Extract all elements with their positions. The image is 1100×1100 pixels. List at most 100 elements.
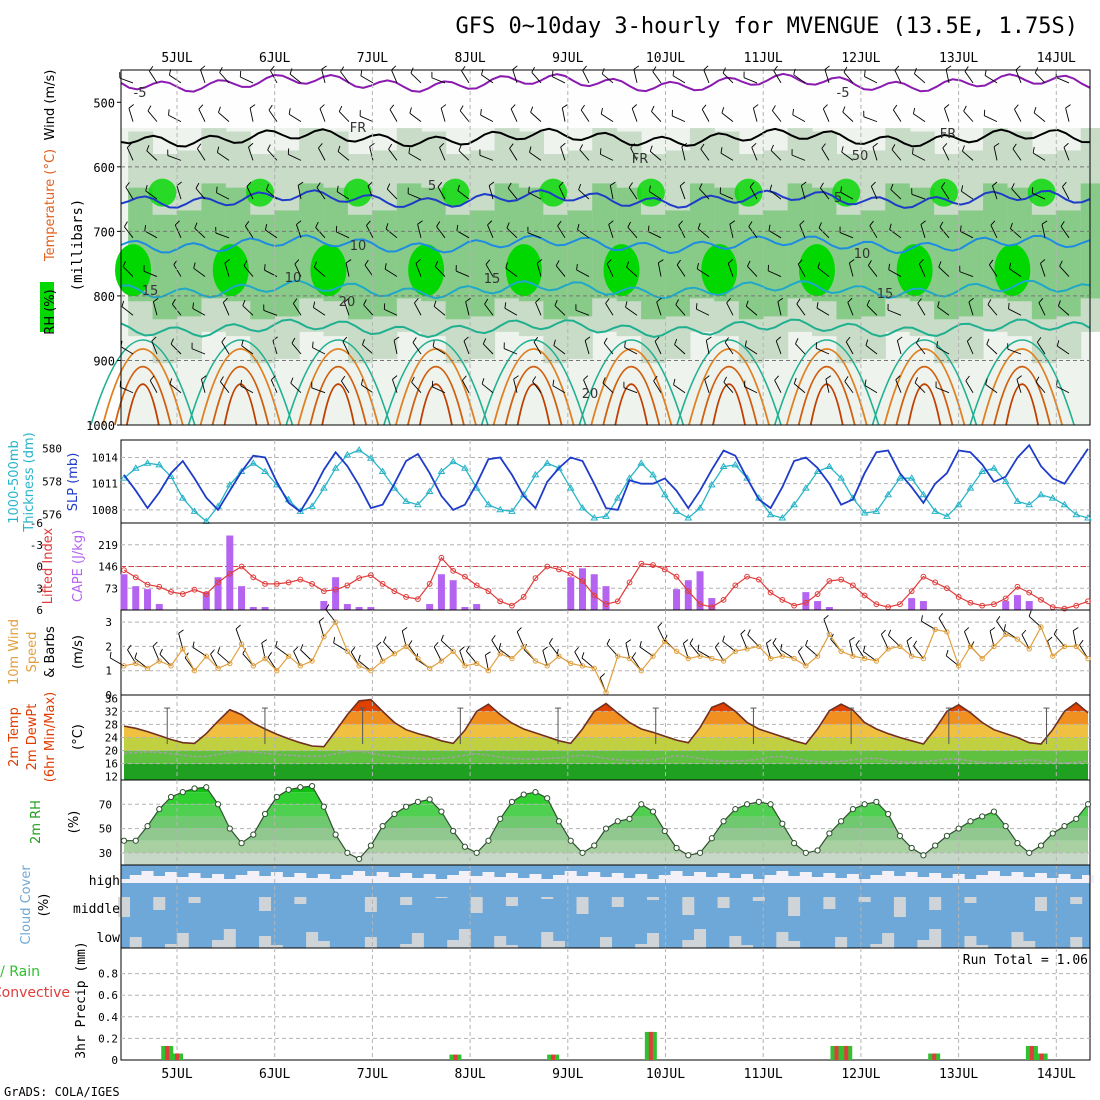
wind-barb-flag (701, 104, 707, 110)
rh2m-marker (979, 813, 986, 820)
precip-tick-label: 0.8 (98, 968, 118, 981)
wind-barb (507, 187, 518, 200)
wind-barb (431, 77, 446, 84)
wind-barb (509, 148, 518, 161)
wind-barb (656, 301, 662, 316)
wind-barb (145, 190, 158, 200)
wind-barb-flag (606, 259, 612, 265)
cape-bar (249, 607, 257, 610)
wind-speed-marker (850, 653, 856, 659)
cloud-high-gap (811, 877, 824, 883)
temp-band (124, 699, 1088, 712)
rh2m-marker (755, 798, 762, 805)
thickness-marker (825, 462, 834, 470)
temperature-contour (120, 72, 1091, 93)
cloud-high-gap (964, 879, 977, 883)
warm-contour-outer (187, 339, 294, 426)
wind-barb-flag (966, 336, 972, 342)
cloud-high-gap (564, 871, 577, 883)
wind-barb-flag (722, 635, 725, 642)
wind-barb-flag (506, 222, 510, 229)
wind-barb (870, 186, 878, 200)
wind-barb (338, 111, 350, 122)
lifted-index-marker (356, 575, 363, 581)
wind-barb-flag (512, 65, 518, 70)
wind-speed-marker (203, 653, 209, 659)
wind-barb-flag (291, 337, 296, 344)
wind-barb-flag (724, 337, 729, 343)
wind-barb (985, 384, 998, 394)
wind-barb (744, 386, 758, 394)
rh2m-marker (967, 818, 974, 825)
wind-barb-flag (1032, 146, 1035, 154)
wind-barb-flag (960, 185, 964, 192)
cape-bar (919, 601, 927, 610)
wind-barb (936, 346, 950, 355)
rh2m-marker (391, 810, 398, 818)
warm-contour (688, 348, 770, 426)
wind-barb-flag (415, 259, 421, 264)
wind-barb-flag (481, 378, 485, 385)
lifted-index-marker (932, 579, 939, 586)
wind-barb-flag (528, 186, 530, 193)
temp-bands (124, 699, 1088, 780)
wind-barb (1055, 77, 1070, 84)
wind-barb-flag (748, 221, 753, 227)
temperature-contour (120, 234, 1091, 255)
wind-barb-flag (881, 629, 886, 635)
rh2m-marker (544, 795, 551, 802)
wind-speed-marker (473, 660, 480, 667)
cape-bar (320, 601, 328, 610)
thickness-marker (508, 507, 516, 514)
rh2m-marker (132, 837, 139, 844)
wind-barb-flag (342, 336, 348, 342)
cloud-unit: (%) (37, 894, 52, 917)
cloud-low-gap (729, 936, 742, 948)
cape-bar (602, 586, 610, 610)
wind-barb-flag (964, 66, 969, 72)
thickness-marker (343, 450, 352, 458)
cape-bar (343, 604, 351, 610)
lifted-index-marker (591, 592, 598, 599)
rh2m-marker (156, 806, 163, 813)
wind-tick-label: 2 (105, 640, 112, 653)
contour-label: -5 (134, 86, 147, 101)
rh2m-marker (308, 782, 316, 790)
precip-frame (120, 947, 1091, 1061)
wind-barb (336, 231, 350, 239)
wind-barb-flag (996, 615, 1001, 622)
wind-barb-flag (964, 627, 970, 632)
wind-speed-marker (426, 665, 433, 671)
cloud-high-gap (435, 879, 448, 883)
wind-speed-marker (1014, 636, 1021, 642)
cape-bar (214, 577, 222, 610)
rh-blob (1027, 178, 1056, 207)
wind-barb (825, 378, 830, 393)
wind-barb (816, 307, 830, 316)
wind-barb (609, 185, 614, 200)
upper-ytick-label: 600 (93, 161, 115, 175)
wind-barb-flag (706, 336, 712, 341)
wind-barb (793, 383, 806, 394)
temp-tick-label: 12 (105, 771, 118, 784)
wind-barb (940, 187, 950, 200)
wind-barb (1056, 385, 1070, 394)
lifted-index-marker (767, 589, 774, 596)
wind-speed-marker (1050, 653, 1056, 659)
wind-barb-flag (937, 301, 940, 308)
wind-barb-flag (325, 604, 330, 610)
cloud-high-gap (282, 877, 295, 883)
wind-barb (432, 386, 446, 394)
rh-shade-mid (958, 210, 984, 317)
wind-barb-flag (376, 641, 382, 647)
rh2m-marker (732, 806, 739, 813)
wind-barb (144, 230, 158, 239)
wind-barb (938, 266, 950, 277)
cloud-mid-gap (400, 897, 413, 905)
lifted-index-marker (544, 563, 551, 570)
warm-contour (614, 383, 649, 426)
cape-bar (461, 607, 469, 610)
wind-barb (458, 150, 470, 161)
wind-barb-flag (249, 104, 256, 109)
wind-barb-flag (656, 297, 662, 303)
